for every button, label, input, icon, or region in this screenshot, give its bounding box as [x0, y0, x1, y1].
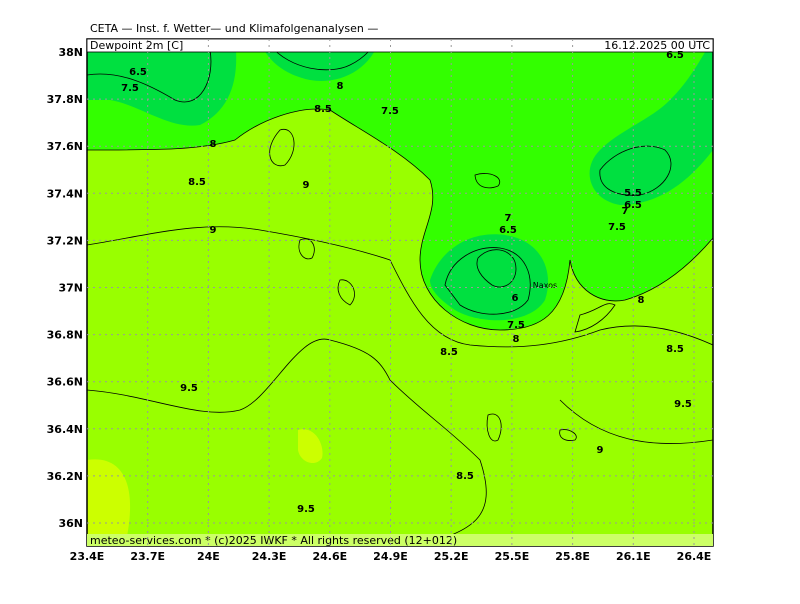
contour-label: 8	[337, 81, 344, 92]
lon-label: 24.6E	[312, 550, 347, 563]
lat-label: 36.8N	[47, 329, 83, 342]
field-high	[298, 429, 323, 464]
lat-label: 36.6N	[47, 376, 83, 389]
lat-label: 36.4N	[47, 423, 83, 436]
lat-label: 36.2N	[47, 470, 83, 483]
contour-label: 8.5	[440, 347, 458, 358]
contour-label: 9	[303, 180, 310, 191]
lon-label: 25.8E	[555, 550, 590, 563]
lat-label: 37.8N	[47, 93, 83, 106]
lon-label: 23.7E	[130, 550, 165, 563]
contour-label: 9.5	[297, 504, 315, 515]
field-high	[87, 459, 131, 546]
contour-label: 7	[622, 206, 629, 217]
lon-label: 25.2E	[434, 550, 469, 563]
contour-label: 6.5	[624, 200, 642, 211]
contour-label: 8.5	[456, 471, 474, 482]
contours	[87, 39, 713, 546]
contour-label: 9	[210, 225, 217, 236]
field-bar	[86, 38, 714, 53]
valid-time: 16.12.2025 00 UTC	[604, 39, 710, 52]
contour-label: 9.5	[674, 399, 692, 410]
contour-label: 6.5	[129, 67, 147, 78]
lat-label: 37N	[58, 282, 83, 295]
lon-label: 24.3E	[252, 550, 287, 563]
contour-label: 8.5	[666, 344, 684, 355]
contour-label: 5.5	[624, 188, 642, 199]
contour-label: 7.5	[381, 106, 399, 117]
lon-label: 26.1E	[616, 550, 651, 563]
contour-label: 8	[210, 139, 217, 150]
contour-label: 6	[512, 293, 519, 304]
contour-label: 7.5	[121, 83, 139, 94]
contour-label: 7.5	[608, 222, 626, 233]
contour-label: 8.5	[188, 177, 206, 188]
lon-label: 24.9E	[373, 550, 408, 563]
contour-label: 6.5	[499, 225, 517, 236]
lon-label: 23.4E	[70, 550, 105, 563]
field-moist-core	[589, 39, 713, 205]
contour-label: 9.5	[180, 383, 198, 394]
footer-bar	[87, 534, 713, 546]
lon-label: 25.5E	[495, 550, 530, 563]
contour-label: 7.5	[507, 320, 525, 331]
lat-label: 38N	[58, 46, 83, 59]
contour-label: 6.5	[666, 50, 684, 61]
contour-label: 8	[513, 334, 520, 345]
lon-label: 26.4E	[677, 550, 712, 563]
lat-label: 37.6N	[47, 140, 83, 153]
lat-label: 36N	[58, 517, 83, 530]
contour-label: 9	[597, 445, 604, 456]
lat-label: 37.4N	[47, 187, 83, 200]
place-label: Naxos	[533, 281, 557, 290]
lon-label: 24E	[197, 550, 220, 563]
contour-label: 8.5	[314, 104, 332, 115]
field-name: Dewpoint 2m [C]	[90, 39, 183, 52]
field-moist-core	[87, 39, 237, 126]
header-title: CETA — Inst. f. Wetter— und Klimafolgena…	[90, 22, 378, 35]
field	[87, 39, 713, 546]
contour-label: 7	[505, 213, 512, 224]
footer: meteo-services.com * (c)2025 IWKF * All …	[90, 534, 457, 547]
field-moist	[87, 39, 713, 330]
contour-label: 8	[638, 295, 645, 306]
lat-label: 37.2N	[47, 234, 83, 247]
coastlines	[269, 129, 616, 442]
